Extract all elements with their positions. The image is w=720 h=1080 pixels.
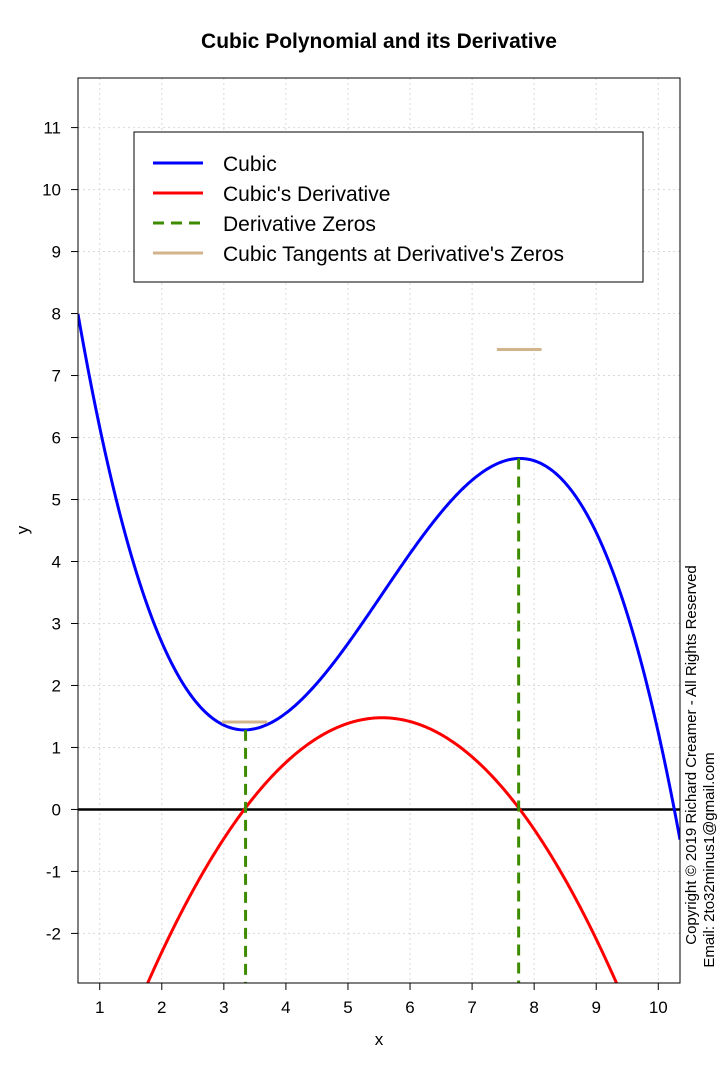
derivative-line [146,716,619,983]
y-tick-label: 9 [52,243,61,262]
y-tick-label: 10 [42,181,61,200]
y-tick-label: 4 [52,552,61,571]
legend-label-derivative-zeros: Derivative Zeros [223,213,376,236]
email-text: Email: 2to32minus1@gmail.com [701,752,718,967]
x-axis-label: x [375,1030,384,1049]
y-tick-label: 3 [52,614,61,633]
legend-box [133,131,644,283]
x-tick-label: 6 [405,998,414,1017]
chart-title: Cubic Polynomial and its Derivative [201,30,557,53]
y-tick-label: 11 [43,119,61,138]
legend-label-cubic: Cubic [223,153,277,176]
x-tick-label: 8 [529,998,538,1017]
legend-label-tangents: Cubic Tangents at Derivative's Zeros [223,243,564,266]
plot-area [78,313,680,983]
x-tick-label: 2 [157,998,166,1017]
copyright-text: Copyright © 2019 Richard Creamer - All R… [683,565,700,945]
x-tick-label: 4 [281,998,290,1017]
y-tick-label: -2 [46,924,61,943]
y-tick-label: -1 [46,862,61,881]
legend-label-derivative: Cubic's Derivative [223,183,390,206]
y-tick-label: 2 [52,676,61,695]
y-tick-label: 8 [52,305,61,324]
y-tick-label: 0 [52,800,61,819]
x-tick-label: 9 [591,998,600,1017]
y-tick-label: 7 [52,367,61,386]
x-tick-label: 7 [467,998,476,1017]
plot-frame [77,77,681,984]
x-tick-label: 3 [219,998,228,1017]
x-tick-label: 5 [343,998,352,1017]
y-tick-label: 6 [52,429,61,448]
x-tick-label: 1 [95,998,104,1017]
x-tick-label: 10 [649,998,668,1017]
y-axis-label: y [13,525,32,534]
series-group [78,313,680,983]
legend: Cubic Cubic's Derivative Derivative Zero… [133,131,644,283]
axes: 1 2 3 4 5 6 7 8 9 10 -2 -1 0 1 2 3 4 5 6 7 8 9 10 11 [42,119,668,1017]
y-tick-label: 5 [52,491,61,510]
y-tick-label: 1 [52,738,61,757]
cubic-line [78,313,680,840]
